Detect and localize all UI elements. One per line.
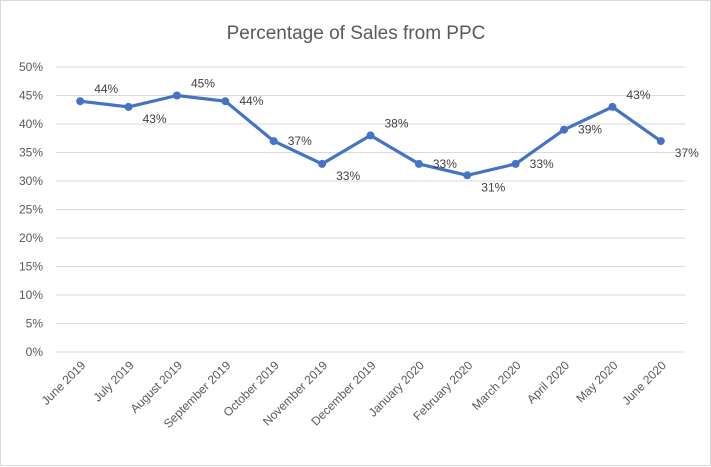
data-label: 38% [385,116,409,130]
y-tick-label: 10% [19,288,43,302]
y-tick-label: 5% [26,317,44,331]
x-tick-label: June 2019 [39,358,89,408]
data-label: 37% [675,146,699,160]
data-point [414,159,423,168]
x-tick-label: March 2020 [469,358,524,413]
y-axis: 0% 5% 10% 15% 20% 25% 30% 35% 40% 45% 50% [19,60,43,359]
data-label: 33% [433,157,457,171]
data-point [221,97,230,106]
y-tick-label: 50% [19,60,43,74]
data-label: 44% [239,94,263,108]
data-label: 39% [578,123,602,137]
data-label: 43% [626,88,650,102]
series-line [76,91,665,180]
y-tick-label: 45% [19,89,43,103]
gridlines [56,66,685,353]
data-point [172,91,181,100]
data-point [76,97,85,106]
data-label: 45% [191,77,215,91]
data-point [511,159,520,168]
y-tick-label: 30% [19,174,43,188]
x-tick-label: June 2020 [619,358,669,408]
data-label: 44% [94,82,118,96]
data-point [656,137,665,146]
data-label: 43% [143,112,167,126]
y-tick-label: 0% [26,345,44,359]
data-label: 31% [481,180,505,194]
y-tick-label: 40% [19,117,43,131]
y-tick-label: 15% [19,260,43,274]
x-tick-label: April 2020 [524,358,572,406]
data-label: 33% [530,157,554,171]
data-point [560,125,569,134]
data-labels: 44% 43% 45% 44% 37% 33% 38% 33% 31% 33% 39% 43% 37% [94,77,699,195]
x-tick-label: May 2020 [573,358,620,405]
data-point [608,102,617,111]
chart-title: Percentage of Sales from PPC [227,23,486,44]
data-point [124,102,133,111]
data-point [366,131,375,140]
data-point [463,171,472,180]
y-tick-label: 20% [19,231,43,245]
y-tick-label: 35% [19,146,43,160]
y-tick-label: 25% [19,203,43,217]
data-label: 33% [336,169,360,183]
data-label: 37% [288,134,312,148]
x-tick-label: July 2019 [90,358,136,404]
data-point [269,137,278,146]
data-point [318,159,327,168]
